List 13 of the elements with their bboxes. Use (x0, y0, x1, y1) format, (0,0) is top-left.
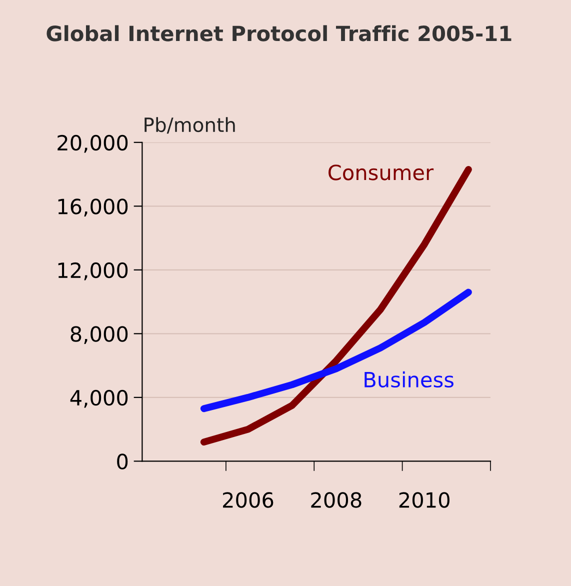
y-tick-label: 8,000 (70, 326, 128, 344)
x-tick-label: 2006 (223, 492, 274, 508)
y-tick-label: 4,000 (70, 390, 128, 408)
x-tick-label: 2008 (311, 492, 362, 508)
x-tick-label: 2010 (399, 492, 450, 508)
y-tick-label: 0 (117, 454, 128, 470)
chart-title: Global Internet Protocol Traffic 2005-11 (46, 25, 512, 42)
y-tick-label: 12,000 (58, 262, 128, 280)
y-axis-title: Pb/month (144, 117, 235, 134)
series-label: Consumer (328, 164, 434, 180)
y-tick-label: 20,000 (58, 134, 128, 153)
series-label: Business (364, 371, 454, 388)
y-tick-label: 16,000 (58, 198, 128, 216)
